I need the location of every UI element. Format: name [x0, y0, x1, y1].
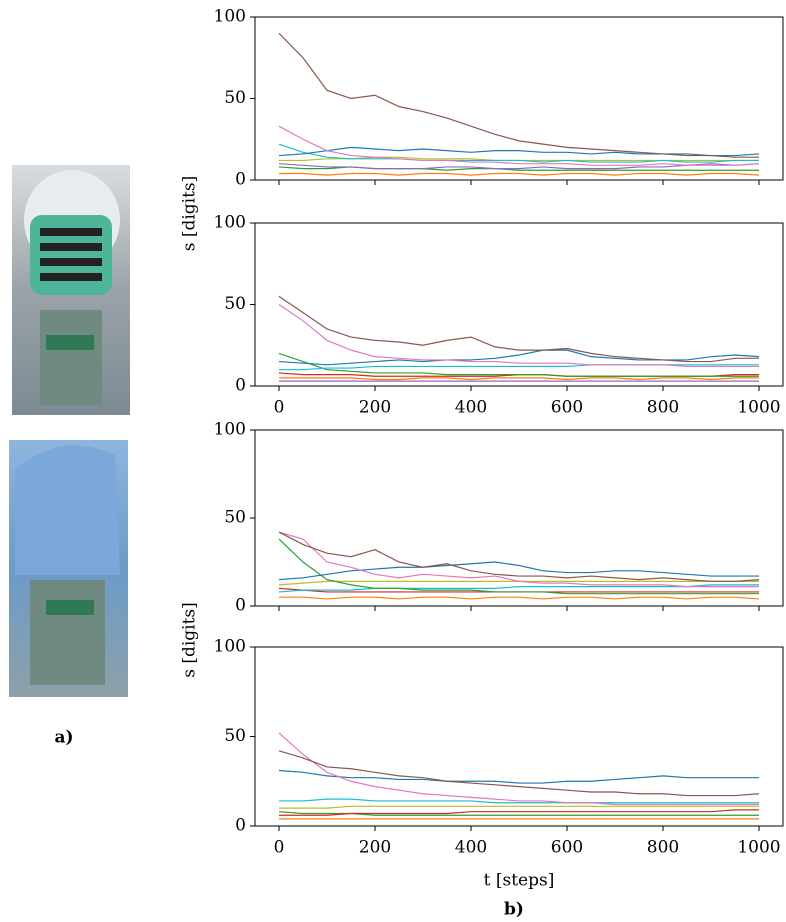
data-line: [279, 377, 759, 381]
data-line: [279, 798, 759, 804]
y-tick-label: 50: [224, 508, 246, 528]
y-axis-label: s [digits]: [180, 176, 200, 252]
y-tick-label: 0: [235, 816, 246, 836]
x-tick-label: 200: [359, 398, 391, 418]
x-tick-label: 1000: [737, 838, 780, 858]
x-tick-label: 0: [274, 398, 285, 418]
y-tick-label: 50: [224, 726, 246, 746]
x-tick-label: 400: [455, 398, 487, 418]
data-line: [279, 596, 760, 600]
data-line: [278, 732, 759, 806]
data-line: [278, 584, 759, 593]
data-line: [278, 352, 759, 377]
photo-covered: [9, 440, 128, 697]
data-line: [279, 809, 759, 816]
x-tick-label: 800: [647, 838, 679, 858]
panel-label: b): [504, 900, 524, 920]
y-tick-label: 100: [214, 213, 246, 233]
y-tick-label: 100: [214, 637, 246, 657]
x-tick-label: 1000: [737, 398, 780, 418]
x-tick-label: 0: [274, 838, 285, 858]
data-line: [278, 32, 759, 158]
data-line: [279, 364, 759, 371]
data-line: [278, 143, 759, 163]
photo-sensor: [12, 165, 130, 415]
x-tick-label: 400: [455, 838, 487, 858]
data-line: [278, 538, 759, 595]
x-tick-label: 600: [551, 398, 583, 418]
data-line: [278, 146, 760, 157]
data-line: [278, 531, 759, 588]
data-line: [279, 805, 759, 809]
data-line: [278, 125, 760, 166]
x-tick-label: 800: [647, 398, 679, 418]
y-tick-label: 100: [214, 7, 246, 27]
y-tick-label: 50: [224, 294, 246, 314]
y-tick-label: 0: [235, 596, 246, 616]
y-tick-label: 0: [235, 376, 246, 396]
data-line: [278, 163, 760, 170]
data-line: [278, 750, 760, 797]
y-axis-label: s [digits]: [180, 602, 200, 678]
y-tick-label: 50: [224, 88, 246, 108]
data-line: [278, 769, 759, 784]
panel-label: a): [54, 728, 73, 748]
plot-frame: [254, 429, 784, 607]
y-tick-label: 100: [214, 420, 246, 440]
data-line: [278, 304, 759, 368]
data-line: [278, 349, 760, 366]
data-line: [278, 295, 759, 363]
x-axis-label: t [steps]: [484, 871, 555, 891]
y-tick-label: 0: [235, 170, 246, 190]
x-tick-label: 200: [359, 838, 391, 858]
data-line: [278, 531, 760, 582]
x-tick-label: 600: [551, 838, 583, 858]
data-line: [278, 561, 759, 581]
data-line: [279, 172, 760, 176]
